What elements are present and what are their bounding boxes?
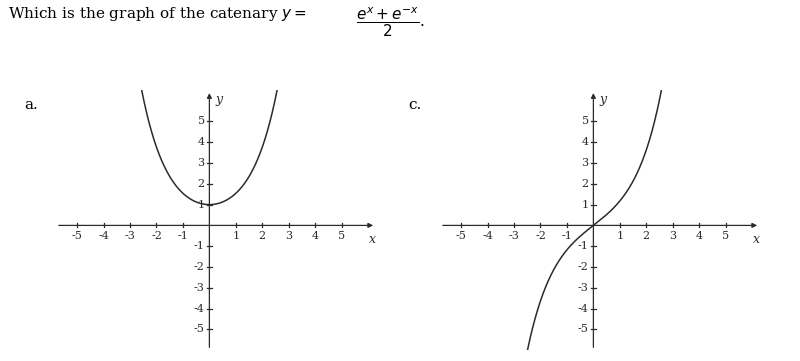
Text: Which is the graph of the catenary $y=$: Which is the graph of the catenary $y=$ xyxy=(8,5,306,23)
Text: -5: -5 xyxy=(578,325,589,334)
Text: 1: 1 xyxy=(232,231,239,241)
Text: $\dfrac{e^{x}+e^{-x}}{2}$.: $\dfrac{e^{x}+e^{-x}}{2}$. xyxy=(356,5,425,39)
Text: 2: 2 xyxy=(582,179,589,189)
Text: -1: -1 xyxy=(578,241,589,251)
Text: 5: 5 xyxy=(722,231,729,241)
Text: -2: -2 xyxy=(151,231,162,241)
Text: 2: 2 xyxy=(642,231,650,241)
Text: -1: -1 xyxy=(178,231,188,241)
Text: -1: -1 xyxy=(562,231,572,241)
Text: -4: -4 xyxy=(194,304,205,314)
Text: y: y xyxy=(215,93,222,106)
Text: -3: -3 xyxy=(509,231,519,241)
Text: -5: -5 xyxy=(72,231,82,241)
Text: -3: -3 xyxy=(578,283,589,293)
Text: -2: -2 xyxy=(535,231,546,241)
Text: 5: 5 xyxy=(198,117,205,126)
Text: x: x xyxy=(753,233,759,246)
Text: -1: -1 xyxy=(194,241,205,251)
Text: 1: 1 xyxy=(616,231,623,241)
Text: -2: -2 xyxy=(194,262,205,272)
Text: 3: 3 xyxy=(669,231,676,241)
Text: 3: 3 xyxy=(285,231,292,241)
Text: a.: a. xyxy=(24,98,38,112)
Text: 2: 2 xyxy=(198,179,205,189)
Text: -5: -5 xyxy=(194,325,205,334)
Text: 4: 4 xyxy=(582,137,589,147)
Text: 3: 3 xyxy=(582,158,589,168)
Text: y: y xyxy=(599,93,606,106)
Text: 1: 1 xyxy=(198,200,205,210)
Text: -4: -4 xyxy=(98,231,109,241)
Text: c.: c. xyxy=(408,98,422,112)
Text: 5: 5 xyxy=(582,117,589,126)
Text: -3: -3 xyxy=(125,231,135,241)
Text: -3: -3 xyxy=(194,283,205,293)
Text: -2: -2 xyxy=(578,262,589,272)
Text: -4: -4 xyxy=(578,304,589,314)
Text: x: x xyxy=(369,233,375,246)
Text: -5: -5 xyxy=(456,231,466,241)
Text: 4: 4 xyxy=(198,137,205,147)
Text: 2: 2 xyxy=(258,231,266,241)
Text: 5: 5 xyxy=(338,231,345,241)
Text: 3: 3 xyxy=(198,158,205,168)
Text: 4: 4 xyxy=(696,231,702,241)
Text: 1: 1 xyxy=(582,200,589,210)
Text: 4: 4 xyxy=(312,231,318,241)
Text: -4: -4 xyxy=(482,231,493,241)
